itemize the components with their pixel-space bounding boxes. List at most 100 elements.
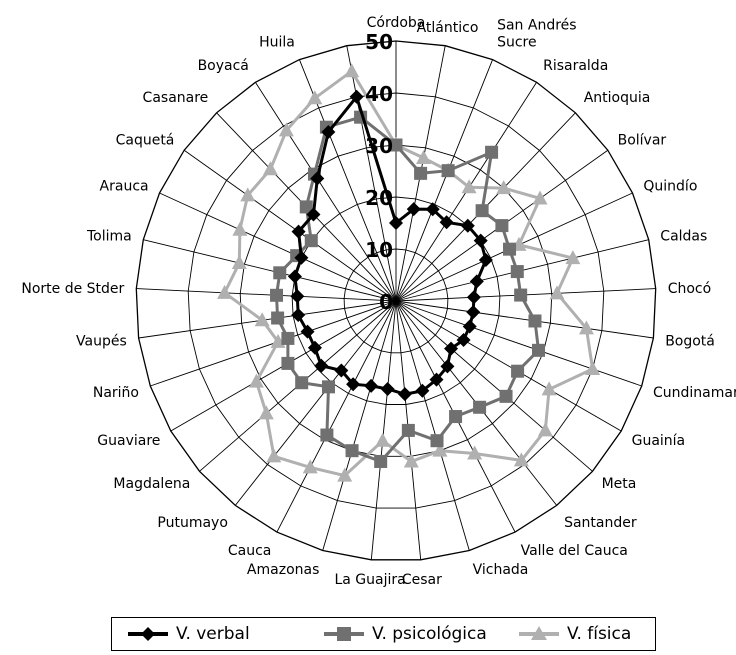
point-v-psicologica-caldas: [514, 288, 528, 302]
category-label-boyaca: Huila: [259, 35, 295, 51]
point-v-fisica-boyaca: [307, 90, 323, 105]
point-v-fisica-caldas: [549, 285, 565, 300]
point-v-psicologica-valle-del-cauca: [430, 434, 444, 448]
point-v-verbal-vaupes: [290, 289, 305, 304]
point-v-psicologica-narino: [271, 311, 285, 325]
category-label-bolivar: Quindío: [643, 179, 697, 195]
square-marker-icon: [324, 627, 364, 641]
point-v-fisica-cauca: [266, 448, 282, 463]
point-v-fisica-guainia: [537, 422, 553, 437]
category-label-arauca: Caquetá: [116, 133, 175, 149]
point-v-verbal-sucre: [439, 215, 454, 230]
point-v-verbal-guainia: [444, 341, 459, 356]
point-v-verbal-atlantico: [406, 202, 421, 217]
radial-tick-50: 50: [365, 30, 393, 54]
point-v-psicologica-choco: [528, 314, 542, 328]
point-v-psicologica-vaupes: [270, 288, 284, 302]
spoke: [136, 288, 397, 302]
category-label-putumayo: Magdalena: [113, 476, 190, 492]
point-v-psicologica-amazonas: [320, 428, 334, 442]
point-v-fisica-cundinamarca: [541, 381, 557, 396]
point-v-fisica-santander: [467, 445, 483, 460]
category-label-line: Amazonas: [247, 562, 319, 578]
category-label-line: Casanare: [143, 90, 209, 106]
radial-tick-20: 20: [365, 186, 393, 210]
point-v-psicologica-cesar: [374, 454, 388, 468]
spoke: [138, 300, 397, 339]
point-v-psicologica-cundinamarca: [511, 364, 525, 378]
category-label-line: Tolima: [86, 229, 132, 245]
category-label-line: Cesar: [402, 572, 442, 588]
category-label-vichada: Cesar: [402, 572, 442, 588]
point-v-verbal-amazonas: [346, 377, 361, 392]
category-label-bogota: Cundinamarca: [653, 385, 736, 401]
point-v-psicologica-magdalena: [281, 356, 295, 370]
category-label-line: Risaralda: [543, 58, 608, 74]
category-label-risaralda: Antioquia: [584, 90, 651, 106]
point-v-verbal-la-guajira: [364, 378, 379, 393]
point-v-verbal-cordoba: [389, 216, 403, 230]
point-v-fisica-choco: [578, 320, 594, 335]
radial-tick-30: 30: [365, 134, 393, 158]
point-v-fisica-arauca: [240, 187, 256, 202]
series-v-verbal: [287, 89, 493, 402]
spoke: [395, 300, 642, 387]
category-label-line: La Guajira: [334, 572, 405, 588]
spoke: [395, 300, 470, 551]
category-label-quindio: Caldas: [660, 229, 707, 245]
category-label-santander: Valle del Cauca: [521, 543, 628, 559]
grid-ring: [291, 196, 501, 405]
legend-item-psicologica: V. psicológica: [322, 618, 487, 650]
category-label-line: Atlántico: [417, 20, 479, 36]
category-label-line: Meta: [602, 476, 637, 492]
point-v-fisica-la-guajira: [337, 467, 353, 482]
point-v-fisica-antioquia: [532, 190, 548, 205]
spoke: [276, 300, 397, 533]
point-v-fisica-valle-del-cauca: [432, 442, 448, 457]
spoke: [234, 300, 397, 506]
point-v-verbal-huila: [349, 89, 364, 104]
series-line-v-verbal: [293, 93, 488, 396]
point-v-fisica-meta: [513, 452, 529, 467]
point-v-psicologica-atlantico: [414, 166, 428, 180]
point-v-psicologica-cauca: [321, 380, 335, 394]
point-v-psicologica-la-guajira: [345, 444, 359, 458]
spoke: [395, 59, 494, 302]
point-v-verbal-valle-del-cauca: [415, 383, 430, 398]
radial-tick-0: 0: [379, 290, 393, 314]
category-label-meta: Santander: [564, 515, 637, 531]
diamond-marker-icon: [128, 627, 168, 641]
spoke: [395, 300, 593, 472]
radial-tick-40: 40: [365, 82, 393, 106]
category-label-san-andres: San Andrés Sucre: [497, 18, 576, 51]
series-line-v-fisica: [222, 69, 595, 478]
point-v-verbal-norte-de-stder: [287, 269, 302, 284]
category-label-line: Cauca: [228, 543, 272, 559]
category-label-line: Caquetá: [116, 133, 175, 149]
category-label-cordoba: Córdoba: [367, 15, 426, 31]
point-v-psicologica-guainia: [499, 389, 513, 403]
point-v-verbal-san-andres: [425, 202, 440, 217]
point-v-verbal-antioquia: [473, 233, 488, 248]
category-label-caldas: Chocó: [668, 281, 711, 297]
point-v-psicologica-bolivar: [503, 242, 517, 256]
category-label-guainia: Meta: [602, 476, 637, 492]
radar-spokes: [136, 41, 656, 560]
point-v-psicologica-quindio: [510, 265, 524, 279]
spoke: [395, 300, 654, 339]
category-label-amazonas: Cauca: [228, 543, 272, 559]
point-v-fisica-risaralda: [496, 180, 512, 195]
category-label-magdalena: Guaviare: [97, 433, 160, 449]
category-label-line: Arauca: [100, 179, 149, 195]
point-v-fisica-putumayo: [258, 405, 274, 420]
category-label-line: Vaupés: [76, 334, 127, 350]
legend-label-fisica: V. física: [567, 624, 632, 644]
point-v-fisica-tolima: [232, 221, 248, 236]
series-line-v-psicologica: [274, 115, 541, 464]
category-label-line: Bolívar: [618, 133, 667, 149]
point-v-verbal-risaralda: [460, 218, 475, 233]
point-v-psicologica-vichada: [401, 423, 415, 437]
legend: V. verbal V. psicológica V. física: [111, 617, 656, 651]
point-v-fisica-caqueta: [262, 161, 278, 176]
